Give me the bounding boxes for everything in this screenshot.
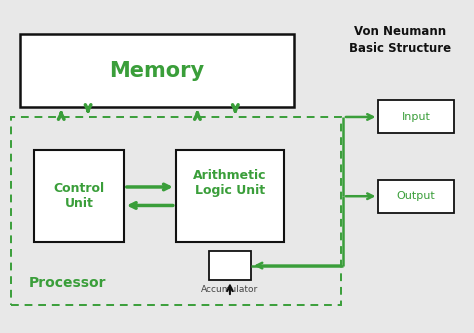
Text: Processor: Processor	[28, 276, 106, 290]
Bar	[11, 117, 341, 305]
Text: Control
Unit: Control Unit	[54, 182, 105, 210]
Bar	[209, 251, 251, 280]
Text: Arithmetic
Logic Unit: Arithmetic Logic Unit	[193, 169, 267, 197]
Bar	[378, 180, 454, 213]
Bar	[176, 150, 284, 242]
Text: Memory: Memory	[109, 61, 204, 81]
Text: Von Neumann
Basic Structure: Von Neumann Basic Structure	[348, 25, 451, 55]
Text: Input: Input	[401, 112, 430, 122]
Bar	[20, 34, 293, 107]
Bar	[35, 150, 124, 242]
Text: Output: Output	[397, 191, 436, 201]
Text: Accumulator: Accumulator	[201, 285, 258, 294]
Bar	[378, 101, 454, 134]
